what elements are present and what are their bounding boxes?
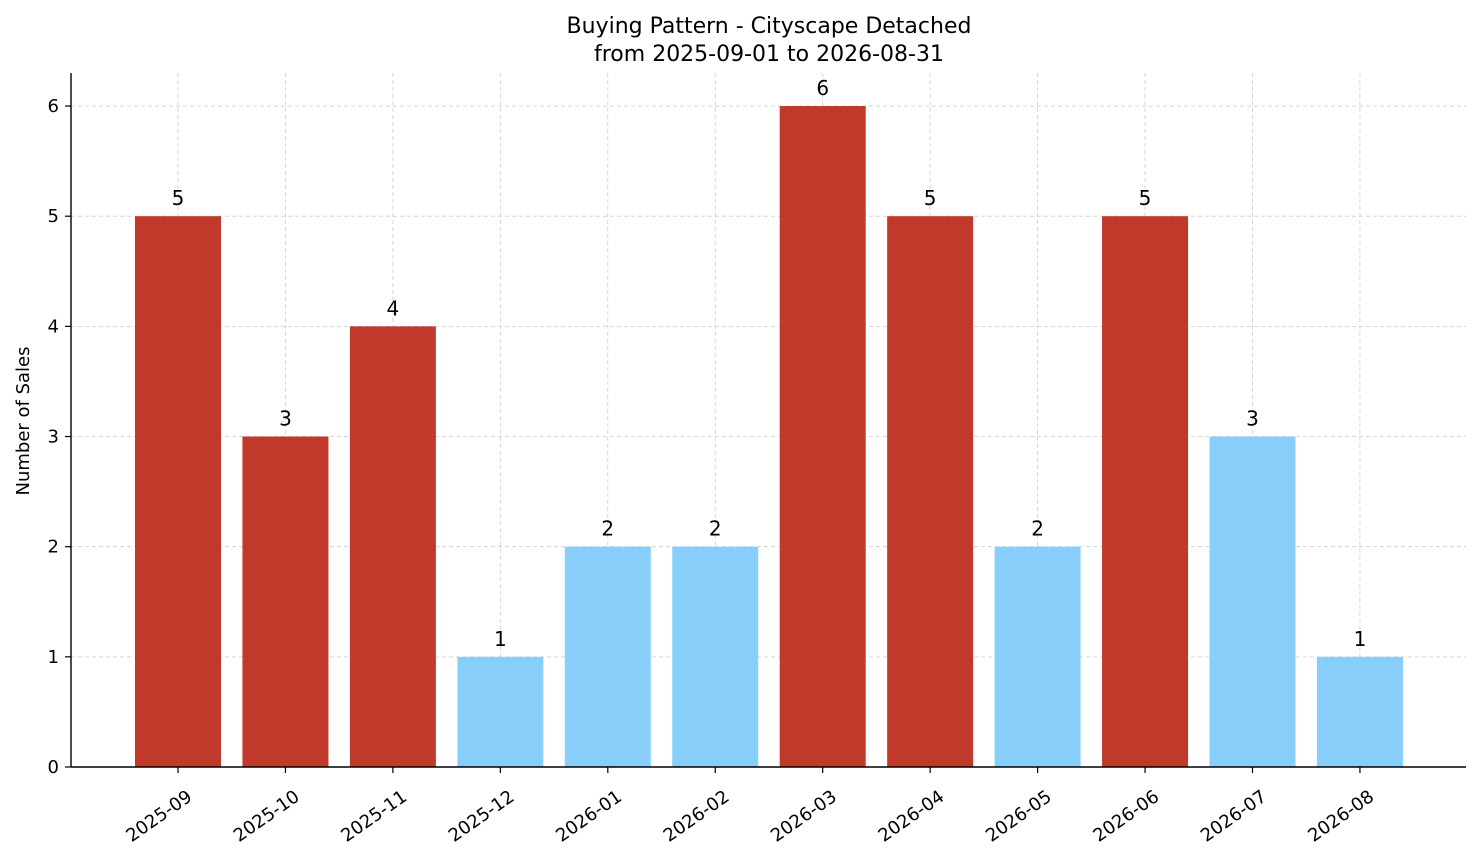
bar <box>887 216 974 767</box>
y-axis-label: Number of Sales <box>13 346 34 495</box>
x-tick-label: 2025-12 <box>445 786 519 846</box>
chart-title: Buying Pattern - Cityscape Detached <box>567 14 972 39</box>
x-tick-label: 2026-01 <box>552 786 626 846</box>
bar <box>1209 436 1296 767</box>
y-tick-label: 0 <box>48 757 59 778</box>
bar <box>994 546 1081 767</box>
bar <box>349 326 436 767</box>
y-tick-label: 5 <box>48 206 59 227</box>
x-tick-label: 2026-07 <box>1197 786 1271 846</box>
axes <box>70 73 1466 768</box>
x-tick-label: 2026-04 <box>875 786 949 846</box>
chart-subtitle: from 2025-09-01 to 2026-08-31 <box>594 42 944 67</box>
data-label: 5 <box>172 186 185 210</box>
x-tick-label: 2026-03 <box>767 786 841 846</box>
data-label: 5 <box>924 186 937 210</box>
x-tick-label: 2025-09 <box>122 786 196 846</box>
bar <box>135 216 221 767</box>
y-tick-label: 4 <box>48 316 59 337</box>
x-axis-ticks: 2025-09 2025-10 2025-11 2025-12 2026-01 2026-… <box>122 767 1378 847</box>
bar <box>564 546 651 767</box>
bar <box>457 656 544 767</box>
y-tick-label: 1 <box>48 647 59 668</box>
data-label: 2 <box>1031 517 1044 541</box>
data-label: 5 <box>1139 186 1152 210</box>
bar <box>672 546 759 767</box>
y-tick-label: 6 <box>48 96 59 117</box>
y-tick-label: 2 <box>48 537 59 558</box>
data-label: 3 <box>1246 407 1259 431</box>
data-label: 6 <box>816 76 829 100</box>
x-tick-label: 2026-08 <box>1304 786 1378 846</box>
x-tick-label: 2026-05 <box>982 786 1056 846</box>
bar <box>779 106 866 768</box>
bar <box>1316 656 1403 767</box>
x-tick-label: 2026-06 <box>1089 786 1163 846</box>
bar <box>1102 216 1189 767</box>
data-label: 1 <box>494 627 507 651</box>
data-label: 2 <box>601 517 614 541</box>
data-label: 2 <box>709 517 722 541</box>
y-axis-ticks: 0 1 2 3 4 5 6 <box>48 96 71 778</box>
bars-group <box>135 106 1403 768</box>
x-tick-label: 2026-02 <box>660 786 734 846</box>
data-label: 3 <box>279 407 292 431</box>
y-tick-label: 3 <box>48 427 59 448</box>
x-tick-label: 2025-10 <box>230 786 304 846</box>
data-label: 4 <box>387 296 400 320</box>
bar <box>242 436 329 767</box>
x-tick-label: 2025-11 <box>337 786 411 846</box>
data-labels-group: 5 3 4 1 2 2 6 5 2 5 3 1 <box>172 76 1367 651</box>
data-label: 1 <box>1354 627 1367 651</box>
